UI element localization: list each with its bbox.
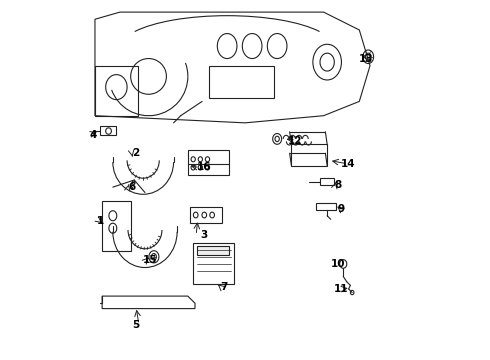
- Text: 14: 14: [341, 159, 356, 169]
- Bar: [95, 66, 138, 116]
- Bar: [102, 202, 131, 251]
- Text: 11: 11: [334, 284, 349, 294]
- Bar: [197, 246, 229, 255]
- Text: 7: 7: [220, 282, 227, 292]
- Bar: [190, 207, 222, 223]
- Text: 10: 10: [331, 259, 345, 269]
- Bar: [317, 203, 336, 210]
- Text: 6: 6: [129, 182, 136, 192]
- Text: 3: 3: [200, 230, 208, 240]
- Text: 16: 16: [196, 162, 211, 172]
- Text: 13: 13: [359, 54, 374, 64]
- Bar: [193, 243, 234, 284]
- Text: 12: 12: [288, 136, 302, 146]
- Text: 5: 5: [132, 320, 140, 330]
- Text: 8: 8: [334, 180, 342, 190]
- Text: 4: 4: [90, 130, 97, 140]
- Text: 2: 2: [132, 148, 140, 158]
- Bar: [188, 150, 229, 175]
- Bar: [209, 66, 273, 98]
- Text: 1: 1: [97, 216, 104, 226]
- Bar: [100, 126, 117, 135]
- Text: 9: 9: [338, 203, 345, 213]
- Text: 15: 15: [143, 255, 158, 265]
